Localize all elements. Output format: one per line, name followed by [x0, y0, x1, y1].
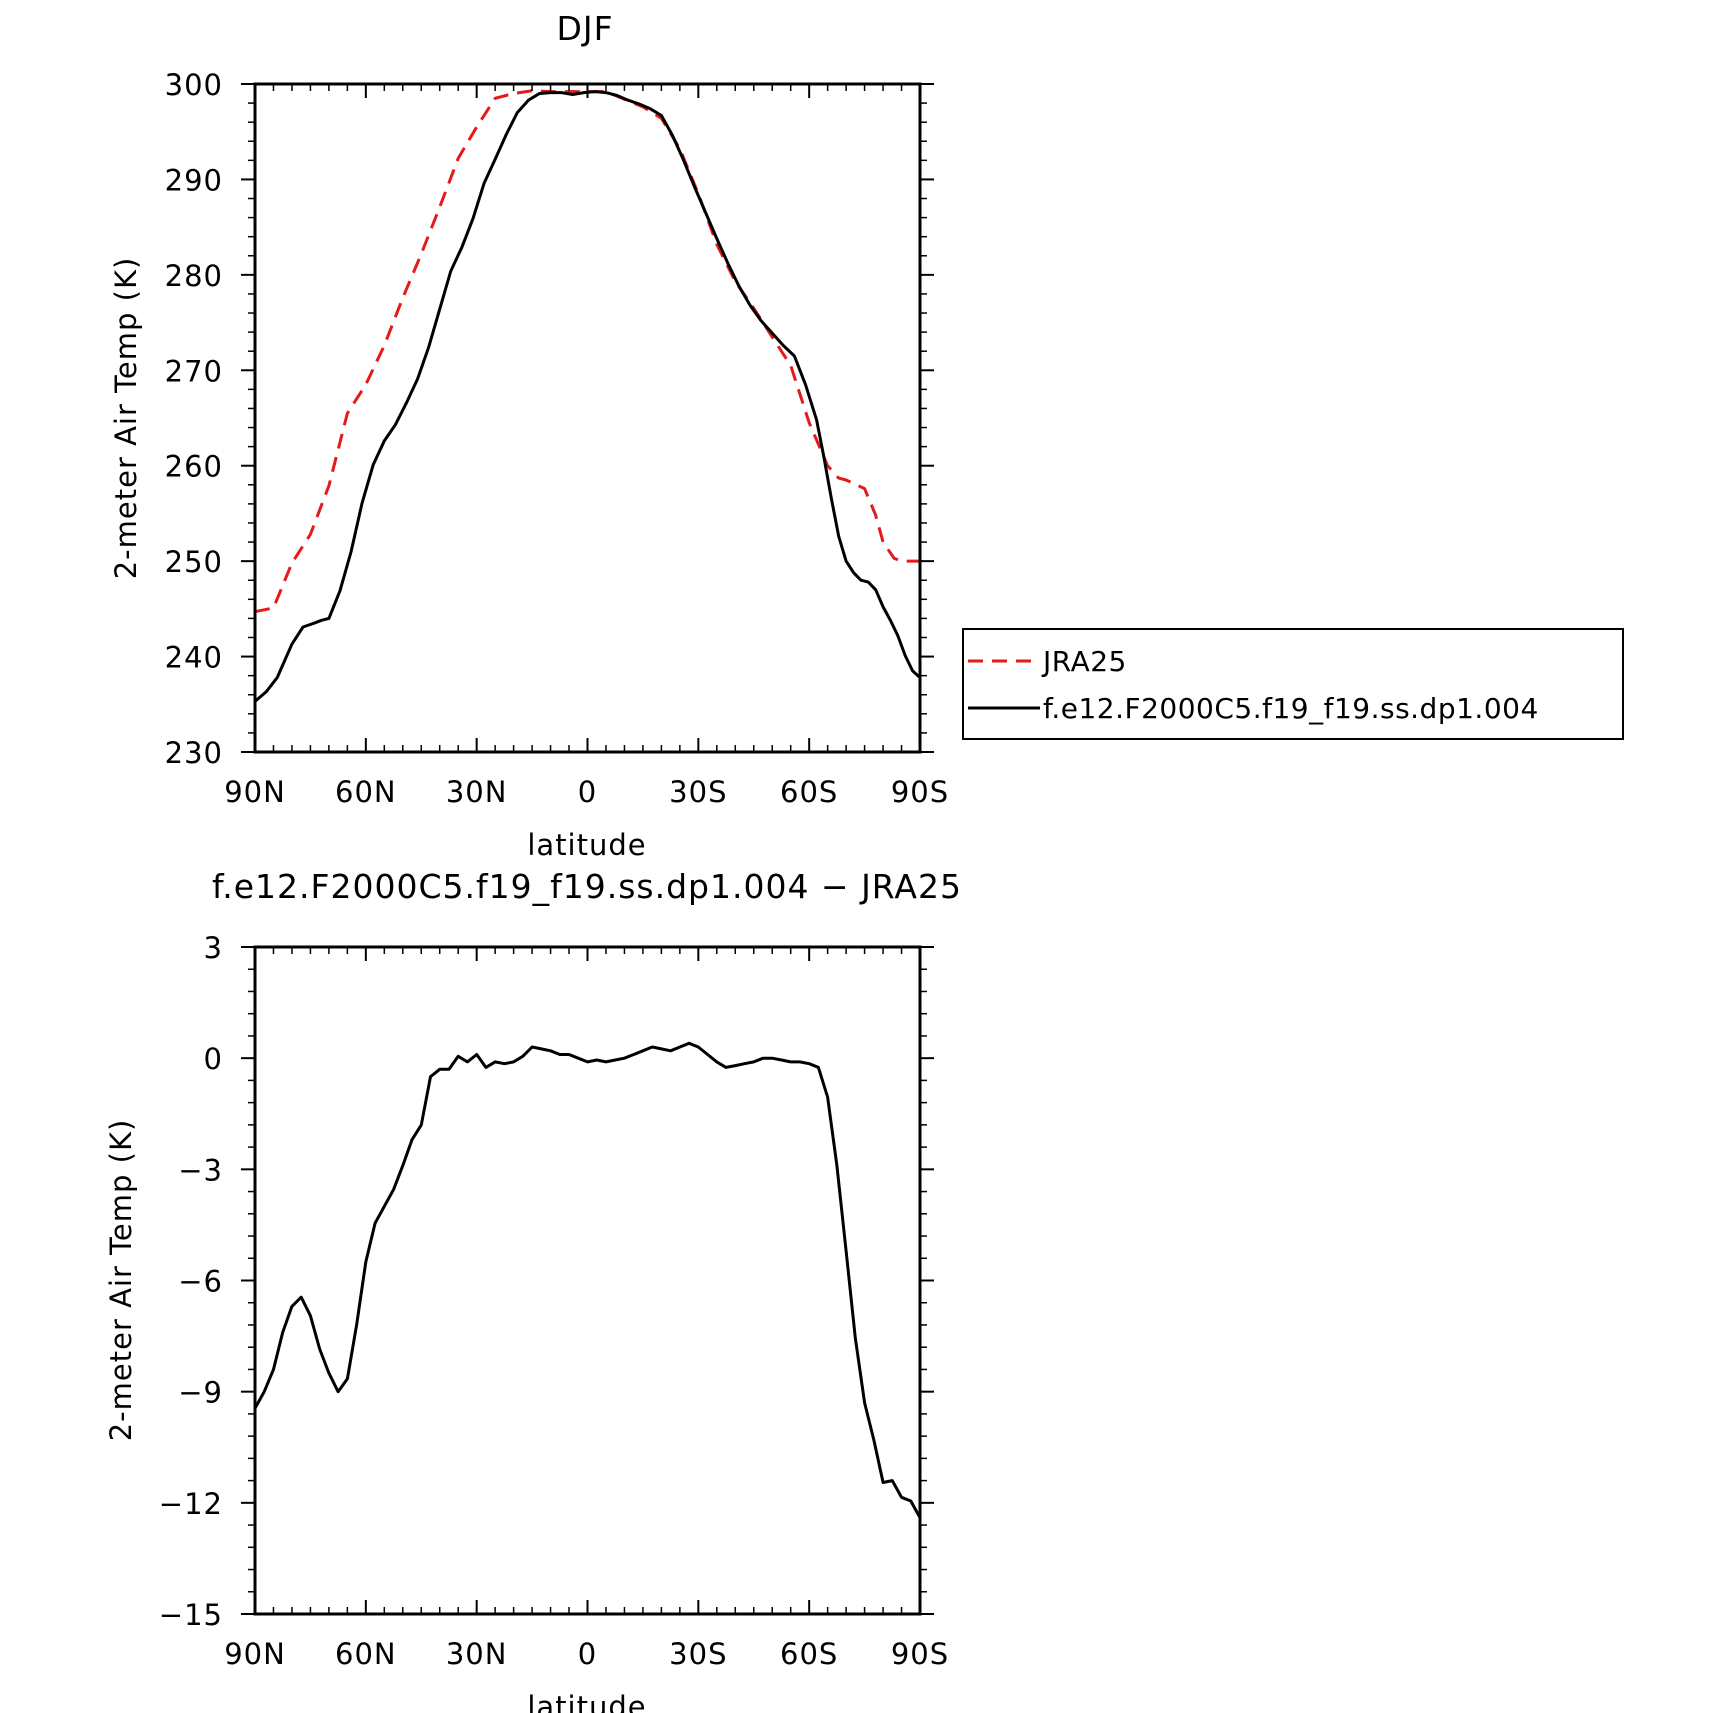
ticks-layer: 90N 60N 30N 0 30S 60S 90S −15 −12 −9 −6 −3 0 3	[159, 931, 949, 1671]
y-tick-label: −12	[159, 1487, 223, 1521]
y-tick-label: 230	[165, 736, 223, 770]
y-axis-title: 2-meter Air Temp (K)	[104, 1119, 138, 1442]
panel-difference: f.e12.F2000C5.f19_f19.ss.dp1.004 − JRA25…	[104, 867, 962, 1713]
panel-title: f.e12.F2000C5.f19_f19.ss.dp1.004 − JRA25	[212, 867, 962, 906]
series-line-model	[253, 1041, 922, 1519]
series-layer	[254, 89, 922, 703]
x-tick-label: 90N	[224, 1637, 286, 1671]
y-tick-label: −9	[178, 1376, 223, 1410]
panel-djf: DJF 90N 60N 30N 0 30S 60S 90S 230 240 250 260 270 28…	[109, 9, 1624, 862]
x-tick-label: 90S	[891, 1637, 949, 1671]
x-axis-title: latitude	[527, 828, 646, 862]
y-tick-label: −6	[178, 1265, 223, 1299]
x-tick-label: 30S	[669, 1637, 727, 1671]
x-tick-label: 30N	[446, 1637, 508, 1671]
series-line-model	[254, 90, 922, 703]
x-tick-label: 0	[578, 775, 597, 809]
y-tick-label: 290	[165, 163, 223, 197]
ticks-layer: 90N 60N 30N 0 30S 60S 90S 230 240 250 260 270 280 290…	[165, 68, 949, 809]
x-tick-label: 60S	[780, 775, 838, 809]
y-tick-label: 3	[204, 931, 223, 965]
y-tick-label: 260	[165, 450, 223, 484]
y-tick-label: 240	[165, 641, 223, 675]
y-tick-label: 0	[204, 1042, 223, 1076]
x-tick-label: 90S	[891, 775, 949, 809]
panel-title: DJF	[556, 9, 613, 48]
x-tick-label: 30N	[446, 775, 508, 809]
plot-frame	[253, 82, 922, 754]
x-tick-label: 60N	[335, 1637, 397, 1671]
legend-label-jra25: JRA25	[1041, 645, 1127, 678]
y-tick-label: 250	[165, 545, 223, 579]
y-tick-label: 270	[165, 354, 223, 388]
y-axis-title: 2-meter Air Temp (K)	[109, 257, 143, 580]
y-tick-label: −15	[159, 1598, 223, 1632]
x-axis-title: latitude	[527, 1690, 646, 1713]
series-layer	[253, 1041, 922, 1519]
x-tick-label: 60S	[780, 1637, 838, 1671]
y-tick-label: 280	[165, 259, 223, 293]
legend-label-model: f.e12.F2000C5.f19_f19.ss.dp1.004	[1043, 692, 1539, 725]
legend: JRA25 f.e12.F2000C5.f19_f19.ss.dp1.004	[962, 628, 1624, 740]
y-tick-label: −3	[178, 1153, 223, 1187]
x-tick-label: 60N	[335, 775, 397, 809]
x-tick-label: 90N	[224, 775, 286, 809]
legend-box	[962, 628, 1624, 740]
x-tick-label: 30S	[669, 775, 727, 809]
y-tick-label: 300	[165, 68, 223, 102]
x-tick-label: 0	[578, 1637, 597, 1671]
plot-frame	[253, 945, 922, 1616]
